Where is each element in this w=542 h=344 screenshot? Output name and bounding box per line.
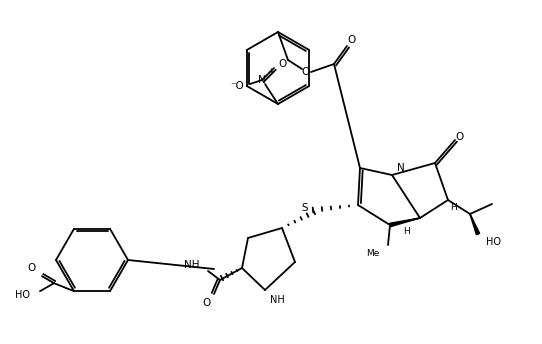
Text: +: +	[267, 67, 273, 76]
Text: N: N	[397, 163, 405, 173]
Text: O: O	[348, 35, 356, 45]
Text: O: O	[278, 59, 286, 69]
Polygon shape	[390, 218, 420, 227]
Text: HO: HO	[486, 237, 501, 247]
Text: NH: NH	[270, 295, 285, 305]
Text: H: H	[450, 204, 457, 213]
Text: S: S	[301, 203, 308, 213]
Text: Me: Me	[366, 248, 380, 258]
Text: H: H	[403, 227, 410, 237]
Text: O: O	[203, 298, 211, 308]
Text: NH: NH	[184, 260, 200, 270]
Text: N: N	[258, 75, 266, 85]
Polygon shape	[470, 214, 480, 235]
Text: O: O	[456, 132, 464, 142]
Text: ⁻O: ⁻O	[230, 81, 244, 91]
Text: O: O	[28, 263, 36, 273]
Text: O: O	[302, 67, 310, 77]
Text: HO: HO	[15, 290, 30, 300]
